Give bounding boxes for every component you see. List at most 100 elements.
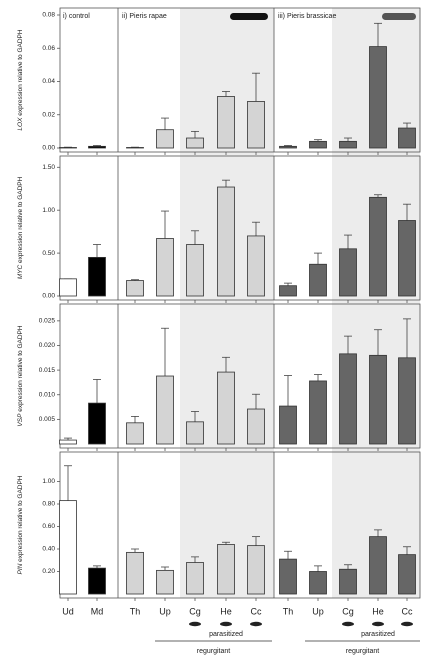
group-label: i) control [63, 13, 90, 20]
bar [369, 536, 387, 595]
wasp-icon [189, 621, 201, 627]
y-tick-label: 0.08 [42, 12, 55, 19]
parasitized-label: parasitized [361, 631, 395, 638]
y-tick-label: 0.60 [42, 523, 55, 530]
y-tick-label: 0.50 [42, 250, 55, 257]
x-tick-label: Ud [62, 606, 74, 616]
y-axis-label: MYC expression relative to GADPH [17, 176, 24, 279]
y-axis-label: VSP expression relative to GADPH [17, 325, 24, 426]
y-tick-label: 0.06 [42, 45, 55, 52]
bar [217, 371, 235, 445]
y-tick-label: 1.00 [42, 207, 55, 214]
bar [186, 562, 204, 595]
bar [247, 545, 265, 595]
wasp-icon [342, 621, 354, 627]
regurgitant-label: regurgitant [197, 648, 231, 655]
y-axis-text: expression relative to GADPH [17, 176, 24, 263]
x-tick-label: Cg [342, 606, 354, 616]
y-tick-label: 0.02 [42, 111, 55, 118]
group-label: ii) Pieris rapae [122, 13, 167, 20]
bar [59, 439, 77, 445]
bar [59, 278, 77, 297]
bar [126, 280, 144, 297]
regurgitant-label: regurgitant [346, 648, 380, 655]
bar [88, 402, 106, 445]
x-tick-label: Up [159, 606, 171, 616]
bar [126, 551, 144, 595]
panel-frame [59, 303, 421, 449]
bar [369, 46, 387, 149]
bar [156, 238, 174, 297]
bar [309, 263, 327, 297]
y-tick-label: 0.00 [42, 145, 55, 152]
bar [156, 129, 174, 149]
y-axis-label: PIN expression relative to GADPH [17, 475, 24, 574]
y-axis-text: expression relative to GADPH [17, 475, 24, 562]
bar [339, 568, 357, 595]
bar [339, 353, 357, 445]
x-tick-label: He [372, 606, 384, 616]
bar [247, 235, 265, 297]
bar [309, 380, 327, 445]
y-tick-label: 1.00 [42, 478, 55, 485]
y-tick-label: 0.020 [39, 342, 56, 349]
caterpillar-icon [230, 13, 416, 20]
bar [88, 256, 106, 297]
y-tick-label: 0.010 [39, 391, 56, 398]
parasitized-label: parasitized [209, 631, 243, 638]
bar [186, 137, 204, 149]
bar [369, 196, 387, 297]
bar [309, 140, 327, 149]
y-tick-label: 0.40 [42, 546, 55, 553]
wasp-icon [250, 621, 262, 627]
x-tick-label: Th [130, 606, 141, 616]
bar [217, 96, 235, 149]
y-axis-label: LOX expression relative to GADPH [17, 29, 24, 130]
bar [59, 500, 77, 595]
gene-name: VSP [17, 413, 24, 427]
y-tick-label: 0.80 [42, 501, 55, 508]
panel-frame [59, 155, 421, 301]
bar [156, 569, 174, 595]
bar [398, 554, 416, 595]
bar [126, 422, 144, 445]
y-tick-label: 0.00 [42, 293, 55, 300]
group-label: iii) Pieris brassicae [278, 13, 336, 20]
x-tick-label: Up [312, 606, 324, 616]
gene-name: PIN [17, 563, 24, 574]
bar [279, 405, 297, 445]
y-axis-text: expression relative to GADPH [17, 29, 24, 116]
panel-frame [59, 7, 421, 153]
y-tick-label: 0.025 [39, 318, 56, 325]
x-tick-label: Cc [251, 606, 262, 616]
bar [339, 248, 357, 297]
bar [398, 220, 416, 297]
bar [279, 145, 297, 149]
y-tick-label: 0.20 [42, 568, 55, 575]
x-tick-label: Cg [189, 606, 201, 616]
bar [279, 558, 297, 595]
gene-name: LOX [17, 117, 24, 131]
bar [88, 567, 106, 595]
wasp-icon [372, 621, 384, 627]
x-tick-label: Cc [402, 606, 413, 616]
bar [247, 408, 265, 445]
y-tick-label: 0.04 [42, 78, 55, 85]
x-tick-label: Th [283, 606, 294, 616]
bar [186, 244, 204, 297]
wasp-icon [401, 621, 413, 627]
y-tick-label: 1.50 [42, 164, 55, 171]
y-axis-text: expression relative to GADPH [17, 325, 24, 412]
bar [339, 140, 357, 149]
gene-name: MYC [17, 265, 24, 280]
bar [247, 101, 265, 149]
bar [398, 357, 416, 445]
bar [309, 571, 327, 595]
wasp-icon [220, 621, 232, 627]
bar [369, 354, 387, 445]
bar [279, 285, 297, 297]
y-tick-label: 0.015 [39, 367, 56, 374]
y-tick-label: 0.005 [39, 416, 56, 423]
bar [217, 544, 235, 595]
